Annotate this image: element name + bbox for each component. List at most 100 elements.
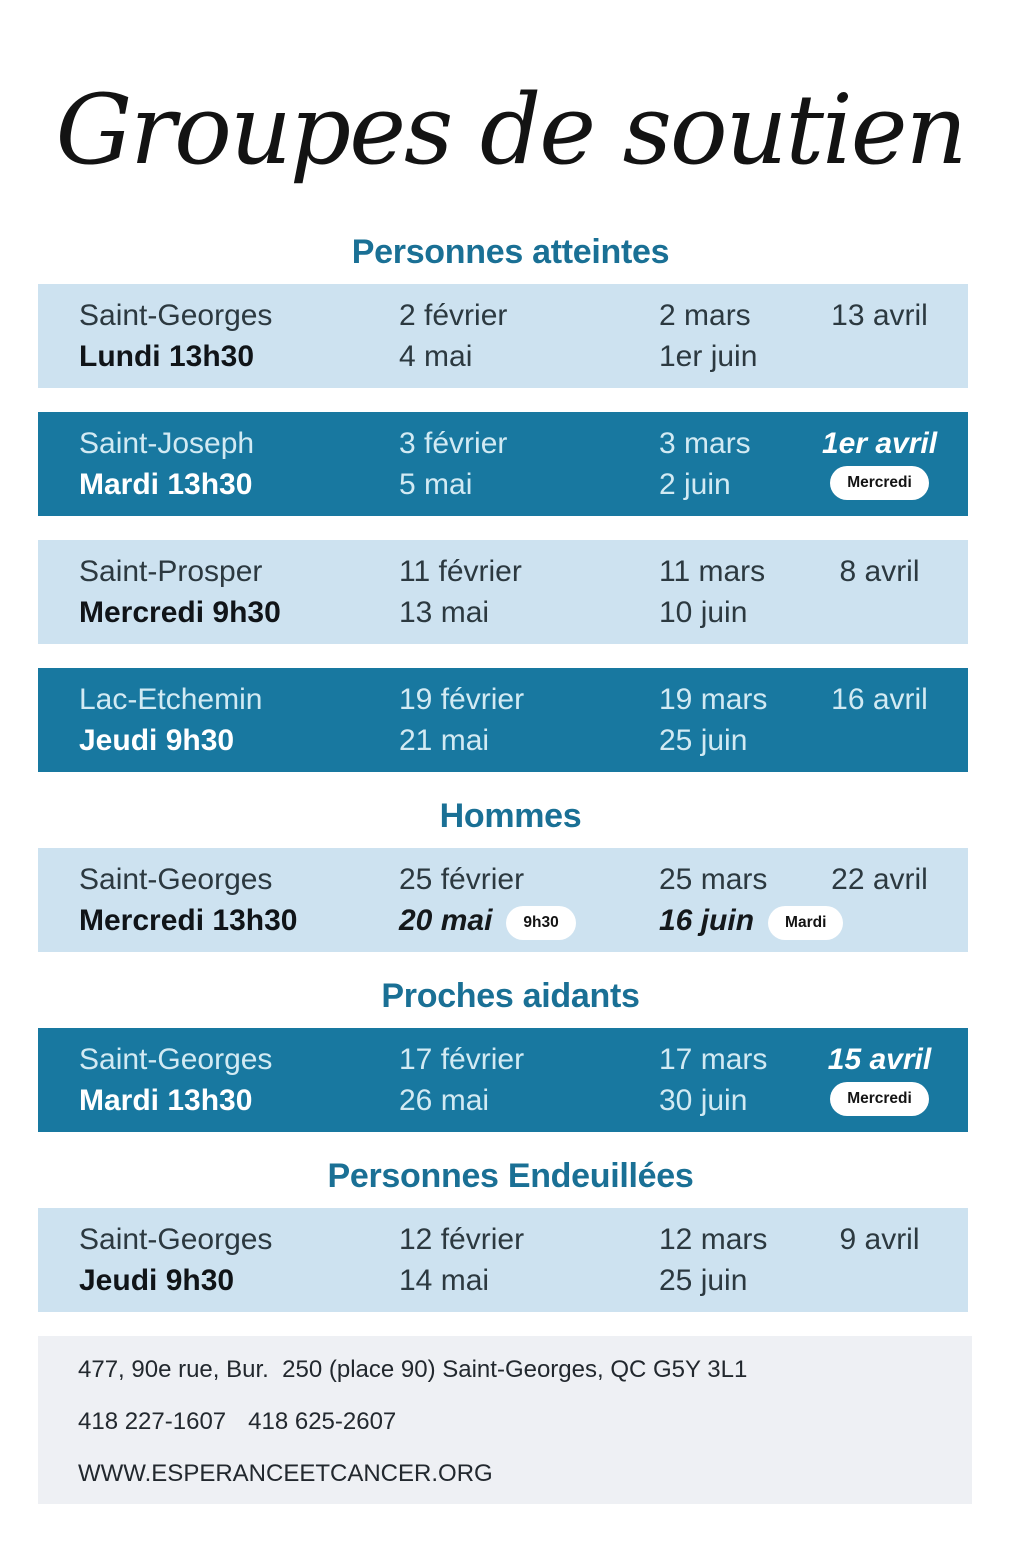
section-personnes-atteintes: Personnes atteintes Saint-Georges Lundi …	[0, 232, 1021, 772]
date: 16 avril	[831, 683, 928, 716]
date-cell: 15 avril Mercredi	[809, 1039, 950, 1116]
date-cell: 12 février 14 mai	[399, 1219, 659, 1301]
date-cell: 19 mars 25 juin	[659, 679, 809, 761]
schedule-time: Lundi 13h30	[79, 340, 255, 373]
location-cell: Lac-Etchemin Jeudi 9h30	[79, 679, 399, 761]
location-name: Saint-Georges	[79, 1043, 273, 1076]
date: 19 février	[399, 683, 525, 716]
location-name: Saint-Prosper	[79, 555, 263, 588]
address-line: 477, 90e rue, Bur. 250 (place 90) Saint-…	[78, 1356, 748, 1383]
location-name: Saint-Georges	[79, 299, 273, 332]
date: 3 février	[399, 427, 508, 460]
date: 17 mars	[659, 1043, 768, 1076]
date: 11 février	[399, 555, 522, 588]
date: 25 juin	[659, 724, 748, 757]
section-heading: Proches aidants	[381, 977, 640, 1015]
date-exception: 15 avril	[827, 1043, 932, 1076]
date: 12 mars	[659, 1223, 768, 1256]
contact-footer: 477, 90e rue, Bur. 250 (place 90) Saint-…	[38, 1336, 972, 1504]
location-name: Saint-Georges	[79, 863, 273, 896]
date-cell: 22 avril	[809, 859, 950, 900]
phone-line: 418 227-1607 418 625-2607	[78, 1408, 952, 1436]
schedule-time: Mardi 13h30	[79, 468, 253, 501]
date: 12 février	[399, 1223, 525, 1256]
date-cell: 16 avril	[809, 679, 950, 720]
date-cell: 17 mars 30 juin	[659, 1039, 809, 1121]
date-cell: 9 avril	[809, 1219, 950, 1260]
day-badge: Mardi	[768, 906, 844, 940]
date-cell: 3 février 5 mai	[399, 423, 659, 505]
date: 4 mai	[399, 340, 473, 373]
date: 13 avril	[831, 299, 928, 332]
schedule-row-lac-etchemin-jeudi: Lac-Etchemin Jeudi 9h30 19 février 21 ma…	[38, 668, 968, 772]
date: 8 avril	[839, 555, 920, 588]
date-cell: 11 mars 10 juin	[659, 551, 809, 633]
location-name: Lac-Etchemin	[79, 683, 263, 716]
date: 10 juin	[659, 596, 748, 629]
poster-header: Groupes de soutien	[0, 0, 1021, 230]
phone-number-2: 418 625-2607	[248, 1408, 397, 1435]
location-name: Saint-Joseph	[79, 427, 255, 460]
section-proches-aidants: Proches aidants Saint-Georges Mardi 13h3…	[0, 976, 1021, 1132]
date: 9 avril	[839, 1223, 920, 1256]
day-badge: Mercredi	[830, 466, 929, 500]
section-heading: Personnes atteintes	[351, 233, 670, 271]
location-cell: Saint-Georges Mardi 13h30	[79, 1039, 399, 1121]
date: 25 juin	[659, 1264, 748, 1297]
schedule-row-saint-georges-lundi: Saint-Georges Lundi 13h30 2 février 4 ma…	[38, 284, 968, 388]
date-cell: 3 mars 2 juin	[659, 423, 809, 505]
schedule-time: Mercredi 13h30	[79, 904, 298, 937]
section-personnes-endeuillees: Personnes Endeuillées Saint-Georges Jeud…	[0, 1156, 1021, 1312]
date-cell: 8 avril	[809, 551, 950, 592]
location-cell: Saint-Prosper Mercredi 9h30	[79, 551, 399, 633]
schedule-time: Mardi 13h30	[79, 1084, 253, 1117]
date: 2 mars	[659, 299, 751, 332]
date: 25 mars	[659, 863, 768, 896]
date: 17 février	[399, 1043, 525, 1076]
schedule-row-saint-prosper-mercredi: Saint-Prosper Mercredi 9h30 11 février 1…	[38, 540, 968, 644]
section-heading: Personnes Endeuillées	[327, 1157, 694, 1195]
date-cell: 1er avril Mercredi	[809, 423, 950, 500]
date: 25 février	[399, 863, 525, 896]
location-cell: Saint-Georges Mercredi 13h30	[79, 859, 399, 941]
schedule-row-proches-saint-georges: Saint-Georges Mardi 13h30 17 février 26 …	[38, 1028, 968, 1132]
date-cell: 17 février 26 mai	[399, 1039, 659, 1121]
date: 22 avril	[831, 863, 928, 896]
date: 2 février	[399, 299, 508, 332]
date-exception: 16 juin	[659, 904, 755, 937]
date: 21 mai	[399, 724, 490, 757]
date-cell: 25 février 20 mai 9h30	[399, 859, 659, 941]
schedule-time: Mercredi 9h30	[79, 596, 281, 629]
date: 5 mai	[399, 468, 473, 501]
date-cell: 19 février 21 mai	[399, 679, 659, 761]
website-url: WWW.ESPERANCEETCANCER.ORG	[78, 1460, 493, 1487]
section-heading: Hommes	[439, 797, 582, 835]
time-badge: 9h30	[506, 906, 576, 940]
schedule-row-hommes-saint-georges: Saint-Georges Mercredi 13h30 25 février …	[38, 848, 968, 952]
section-hommes: Hommes Saint-Georges Mercredi 13h30 25 f…	[0, 796, 1021, 952]
location-cell: Saint-Georges Jeudi 9h30	[79, 1219, 399, 1301]
date: 1er juin	[659, 340, 758, 373]
schedule-row-saint-joseph-mardi: Saint-Joseph Mardi 13h30 3 février 5 mai…	[38, 412, 968, 516]
location-name: Saint-Georges	[79, 1223, 273, 1256]
date: 19 mars	[659, 683, 768, 716]
page-title: Groupes de soutien	[55, 74, 968, 186]
schedule-time: Jeudi 9h30	[79, 1264, 235, 1297]
date: 14 mai	[399, 1264, 490, 1297]
date-cell: 2 février 4 mai	[399, 295, 659, 377]
date: 2 juin	[659, 468, 731, 501]
schedule-row-endeuillees-saint-georges: Saint-Georges Jeudi 9h30 12 février 14 m…	[38, 1208, 968, 1312]
date-cell: 2 mars 1er juin	[659, 295, 809, 377]
date-cell: 11 février 13 mai	[399, 551, 659, 633]
location-cell: Saint-Joseph Mardi 13h30	[79, 423, 399, 505]
date-cell: 13 avril	[809, 295, 950, 336]
date: 26 mai	[399, 1084, 490, 1117]
date-cell: 25 mars 16 juin Mardi	[659, 859, 844, 941]
date-exception: 20 mai	[399, 904, 493, 937]
date: 3 mars	[659, 427, 751, 460]
phone-number-1: 418 227-1607	[78, 1408, 227, 1435]
day-badge: Mercredi	[830, 1082, 929, 1116]
date-cell: 12 mars 25 juin	[659, 1219, 809, 1301]
schedule-time: Jeudi 9h30	[79, 724, 235, 757]
